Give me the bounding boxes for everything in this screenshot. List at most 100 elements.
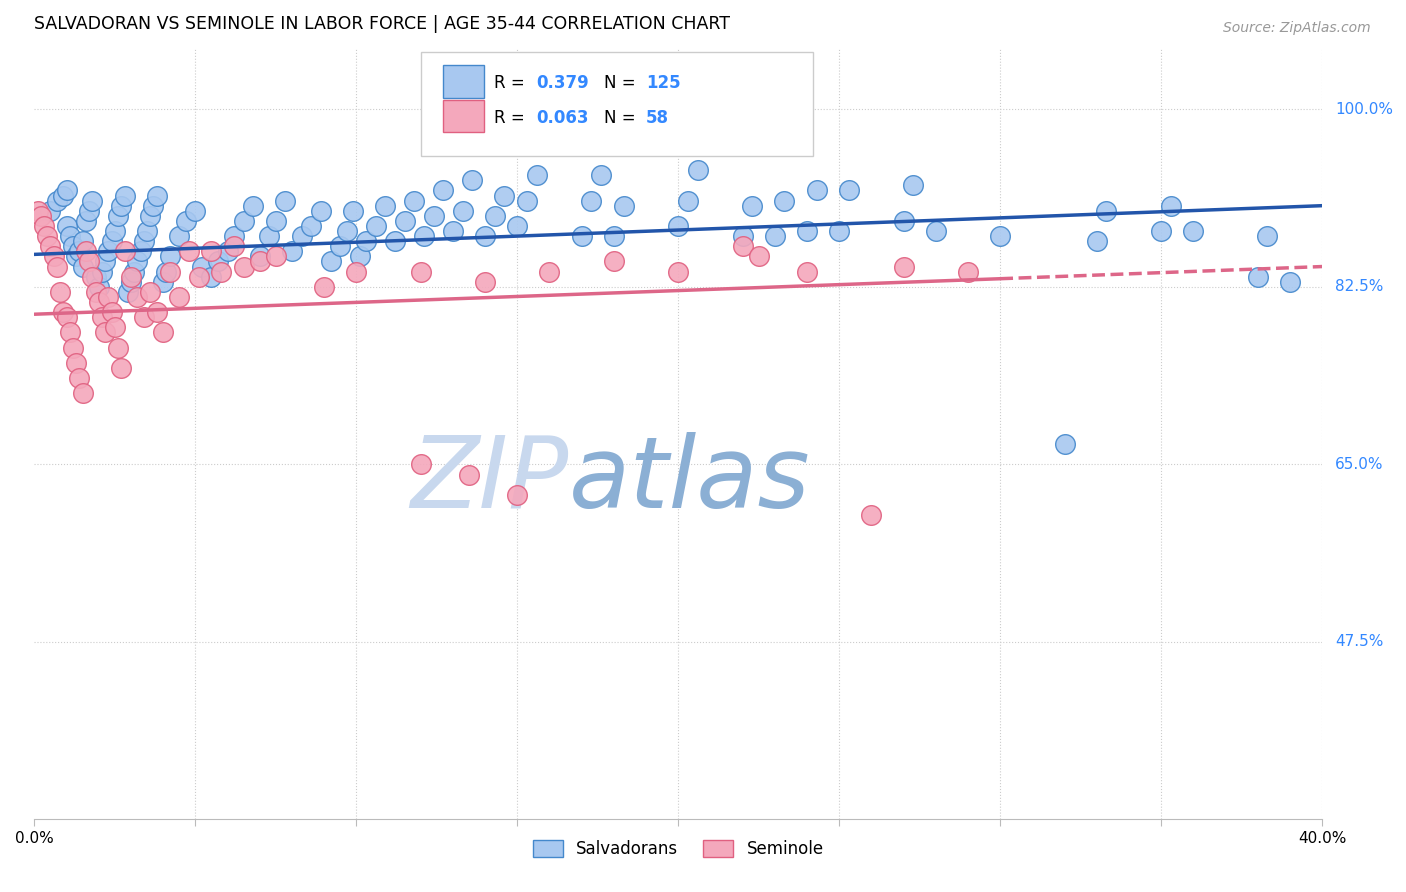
Point bbox=[329, 239, 352, 253]
Point bbox=[49, 285, 72, 299]
Point bbox=[374, 199, 396, 213]
Point bbox=[65, 356, 87, 370]
Point bbox=[177, 244, 200, 259]
Point bbox=[796, 265, 818, 279]
Point bbox=[484, 209, 506, 223]
Point bbox=[232, 214, 254, 228]
Point bbox=[55, 310, 77, 325]
Point bbox=[336, 224, 359, 238]
Text: 82.5%: 82.5% bbox=[1334, 279, 1384, 294]
Point bbox=[222, 239, 245, 253]
Point bbox=[349, 249, 371, 263]
Point bbox=[55, 184, 77, 198]
Point bbox=[39, 239, 62, 253]
Point bbox=[142, 199, 165, 213]
FancyBboxPatch shape bbox=[420, 53, 814, 156]
Point bbox=[52, 188, 75, 202]
Point bbox=[97, 244, 120, 259]
Point bbox=[191, 260, 214, 274]
Point bbox=[155, 265, 177, 279]
FancyBboxPatch shape bbox=[443, 100, 484, 133]
Point bbox=[344, 265, 367, 279]
Point bbox=[274, 194, 297, 208]
Point bbox=[110, 199, 132, 213]
Point bbox=[107, 209, 129, 223]
Point bbox=[666, 265, 689, 279]
Point bbox=[27, 203, 49, 218]
Point bbox=[114, 188, 136, 202]
Point bbox=[167, 229, 190, 244]
Point bbox=[571, 229, 593, 244]
Point bbox=[114, 244, 136, 259]
Point bbox=[686, 163, 709, 178]
Point bbox=[94, 254, 117, 268]
Point bbox=[342, 203, 364, 218]
Point bbox=[132, 234, 155, 248]
Point bbox=[1085, 234, 1108, 248]
Point bbox=[62, 239, 84, 253]
Text: R =: R = bbox=[494, 109, 530, 127]
Point bbox=[94, 326, 117, 340]
Point bbox=[506, 488, 529, 502]
Point bbox=[77, 254, 100, 268]
Text: 100.0%: 100.0% bbox=[1334, 102, 1393, 117]
Point bbox=[264, 214, 287, 228]
Point bbox=[309, 203, 332, 218]
Point bbox=[676, 194, 699, 208]
Point bbox=[159, 249, 181, 263]
Text: 0.063: 0.063 bbox=[537, 109, 589, 127]
Point bbox=[59, 229, 82, 244]
Point bbox=[409, 265, 432, 279]
Point bbox=[120, 269, 142, 284]
Point bbox=[97, 290, 120, 304]
Point bbox=[441, 224, 464, 238]
Point bbox=[82, 269, 104, 284]
Point bbox=[100, 234, 122, 248]
Point bbox=[122, 265, 145, 279]
Point bbox=[314, 280, 336, 294]
Point bbox=[413, 229, 436, 244]
Point bbox=[249, 249, 271, 263]
Point bbox=[741, 199, 763, 213]
Point bbox=[77, 203, 100, 218]
Point bbox=[474, 229, 496, 244]
Point bbox=[264, 249, 287, 263]
Point bbox=[458, 467, 481, 482]
Point bbox=[127, 254, 149, 268]
Point bbox=[461, 173, 484, 187]
Point bbox=[394, 214, 416, 228]
Point bbox=[30, 209, 52, 223]
Point bbox=[62, 341, 84, 355]
Point bbox=[167, 290, 190, 304]
Text: 58: 58 bbox=[645, 109, 669, 127]
Point bbox=[32, 219, 55, 233]
Point bbox=[838, 184, 860, 198]
Text: ZIP: ZIP bbox=[411, 432, 569, 529]
Point bbox=[104, 224, 127, 238]
Point bbox=[988, 229, 1011, 244]
Point bbox=[65, 249, 87, 263]
Point bbox=[127, 290, 149, 304]
Point bbox=[82, 194, 104, 208]
Point bbox=[222, 229, 245, 244]
Point bbox=[404, 194, 426, 208]
Point bbox=[209, 265, 232, 279]
Point bbox=[207, 254, 229, 268]
Point bbox=[1160, 199, 1182, 213]
Point bbox=[200, 244, 222, 259]
Point bbox=[1095, 203, 1118, 218]
Text: N =: N = bbox=[603, 74, 640, 92]
Point bbox=[474, 275, 496, 289]
Point bbox=[290, 229, 312, 244]
Point bbox=[384, 234, 406, 248]
Point bbox=[1278, 275, 1301, 289]
Point bbox=[87, 280, 110, 294]
Point bbox=[925, 224, 948, 238]
Point bbox=[364, 219, 387, 233]
Point bbox=[152, 326, 174, 340]
Text: 0.379: 0.379 bbox=[537, 74, 589, 92]
Legend: Salvadorans, Seminole: Salvadorans, Seminole bbox=[526, 833, 831, 865]
Point bbox=[1256, 229, 1278, 244]
Point bbox=[152, 275, 174, 289]
Point bbox=[731, 229, 754, 244]
